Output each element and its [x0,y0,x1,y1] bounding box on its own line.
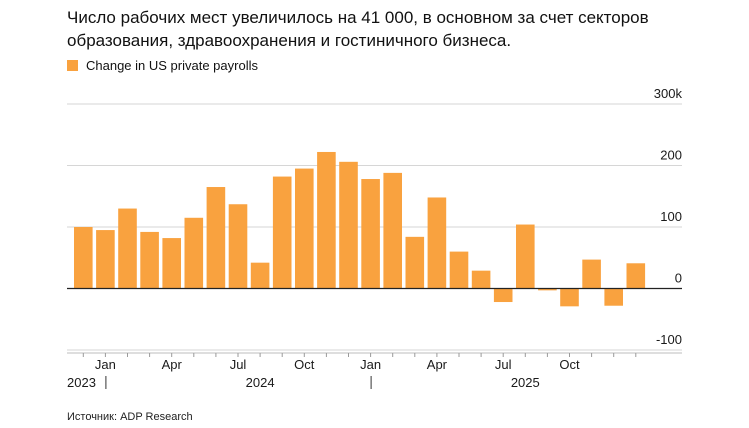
bar [427,197,447,289]
bar [383,172,402,289]
bar [184,217,204,289]
legend: Change in US private payrolls [67,58,258,73]
y-tick-label: -100 [656,332,682,347]
bar [449,251,469,289]
bar [405,236,425,289]
bar [162,238,181,289]
bar [295,168,314,289]
bar [96,230,115,289]
bar [118,208,137,289]
year-label: 2025 [511,375,540,390]
y-axis-labels: 300k 200 100 0 -100 [654,86,683,347]
y-tick-label: 100 [660,209,682,224]
bar [339,161,358,289]
x-tick-label: Oct [559,357,580,372]
y-tick-label: 200 [660,148,682,163]
bar [626,263,646,289]
bar [228,204,248,289]
bar [471,270,491,289]
legend-swatch [67,60,78,71]
year-label: 2023 [67,375,96,390]
bar [250,262,270,289]
x-tick-label: Jan [360,357,381,372]
chart-title: Число рабочих мест увеличилось на 41 000… [67,8,649,50]
bars [74,151,646,307]
y-tick-label: 300k [654,86,683,101]
bar [582,259,601,289]
bar [493,288,513,303]
bar [361,179,380,289]
y-tick-label: 0 [675,271,682,286]
bar [560,288,579,307]
x-tick-label: Apr [162,357,183,372]
x-tick-label: Jul [230,357,247,372]
x-tick-label: Jan [95,357,116,372]
legend-label: Change in US private payrolls [86,58,258,73]
year-label: 2024 [246,375,275,390]
x-tick-label: Jul [495,357,512,372]
bar [206,187,226,289]
bar [538,288,557,291]
source-note: Источник: ADP Research [67,411,193,423]
x-tick-label: Apr [427,357,448,372]
bar [516,224,535,289]
x-axis: Jan Apr Jul Oct Jan Apr Jul Oct 2023 2024 2025 [67,352,682,390]
x-tick-label: Oct [294,357,315,372]
bar [604,288,623,306]
bar [140,231,159,289]
bar [74,227,93,289]
bar [317,151,336,289]
bar [272,176,292,289]
